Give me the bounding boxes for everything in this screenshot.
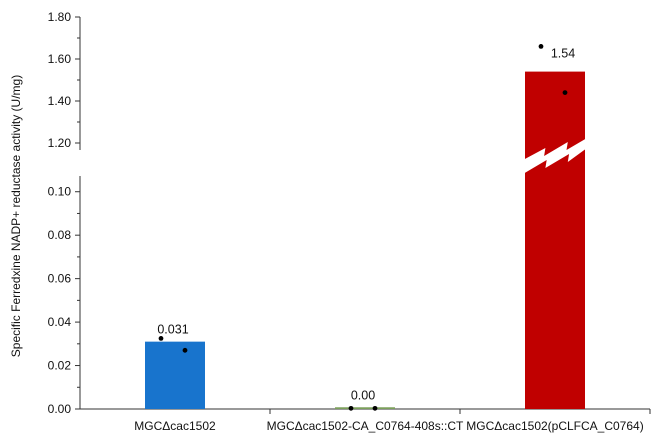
- x-tick-label: MGCΔcac1502: [134, 419, 216, 433]
- bars: [145, 71, 587, 409]
- y-tick-label: 0.04: [48, 315, 72, 329]
- bar-break: [523, 138, 587, 174]
- points: [158, 44, 568, 411]
- y-tick-label: 0.08: [48, 228, 72, 242]
- data-point: [158, 335, 164, 341]
- bar: [335, 407, 395, 409]
- data-point: [372, 405, 378, 411]
- data-label: 1.54: [551, 47, 575, 61]
- data-label: 0.031: [157, 323, 188, 337]
- x-tick-label: MGCΔcac1502(pCLFCA_C0764): [466, 419, 643, 433]
- y-tick-label: 0.02: [48, 359, 72, 373]
- data-label: 0.00: [351, 388, 375, 402]
- y-axis-label: Specific Ferredxine NADP+ reductase acti…: [9, 75, 23, 357]
- labels: MGCΔcac1502 0.031 MGCΔcac1502-CA_C0764-408…: [134, 47, 643, 433]
- y-tick-label: 0.10: [48, 185, 72, 199]
- y-tick-label: 1.80: [48, 10, 72, 24]
- data-point: [348, 405, 354, 411]
- y-tick-label: 0.00: [48, 402, 72, 416]
- bar: [145, 341, 205, 409]
- y-tick-label: 1.60: [48, 52, 72, 66]
- y-tick-label: 1.20: [48, 136, 72, 150]
- data-point: [562, 90, 568, 95]
- data-point: [538, 44, 544, 49]
- y-tick-label: 1.40: [48, 94, 72, 108]
- y-tick-label: 0.06: [48, 272, 72, 286]
- data-point: [182, 347, 188, 353]
- x-tick-label: MGCΔcac1502-CA_C0764-408s::CT: [267, 419, 464, 433]
- bar: [525, 71, 585, 409]
